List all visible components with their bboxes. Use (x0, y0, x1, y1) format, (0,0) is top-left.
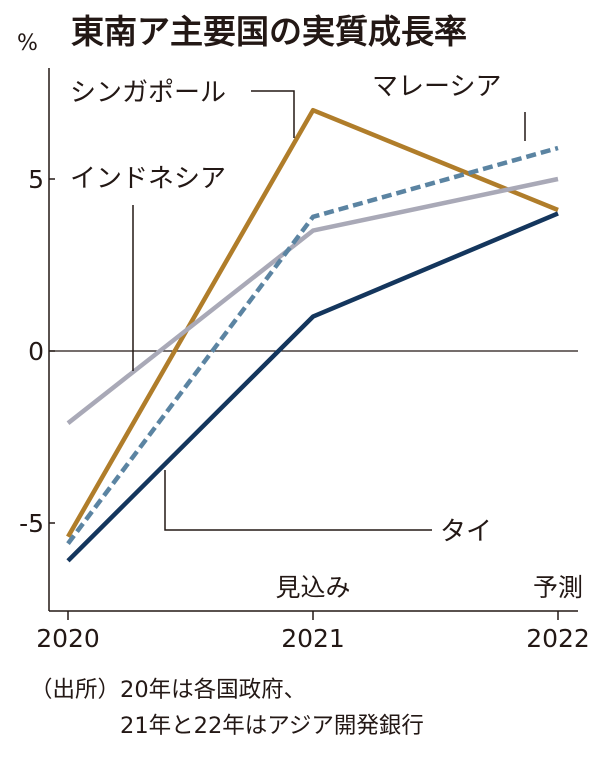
x-tick-label: 2021 (281, 624, 345, 653)
y-axis-unit: % (17, 31, 38, 56)
series-line-インドネシア (66, 176, 559, 425)
y-tick-label: 5 (28, 165, 44, 194)
y-tick-label: -5 (19, 509, 44, 538)
label-インドネシア: インドネシア (70, 164, 226, 194)
label-タイ: タイ (440, 517, 492, 547)
annotation-2021: 見込み (275, 573, 350, 602)
source-line-2: 21年と22年はアジア開発銀行 (120, 713, 424, 739)
label-マレーシア: マレーシア (372, 72, 501, 102)
y-tick-label: 0 (28, 337, 44, 366)
leader-タイ (164, 470, 432, 531)
chart-title: 東南ア主要国の実質成長率 (71, 12, 467, 51)
series-line-タイ (66, 211, 559, 563)
annotation-2022: 予測 (533, 573, 583, 602)
y-ticks: 5 0 -5 (19, 165, 55, 538)
x-tick-label: 2020 (36, 624, 100, 653)
source-line-1: （出所）20年は各国政府、 (30, 677, 306, 703)
leader-シンガポール (251, 90, 295, 138)
x-tick-label: 2022 (526, 624, 590, 653)
label-シンガポール: シンガポール (70, 78, 226, 108)
x-ticks: 2020 2021 2022 (36, 611, 590, 653)
series-layer (66, 107, 559, 563)
series-line-シンガポール (66, 107, 559, 538)
series-line-マレーシア (66, 145, 559, 545)
